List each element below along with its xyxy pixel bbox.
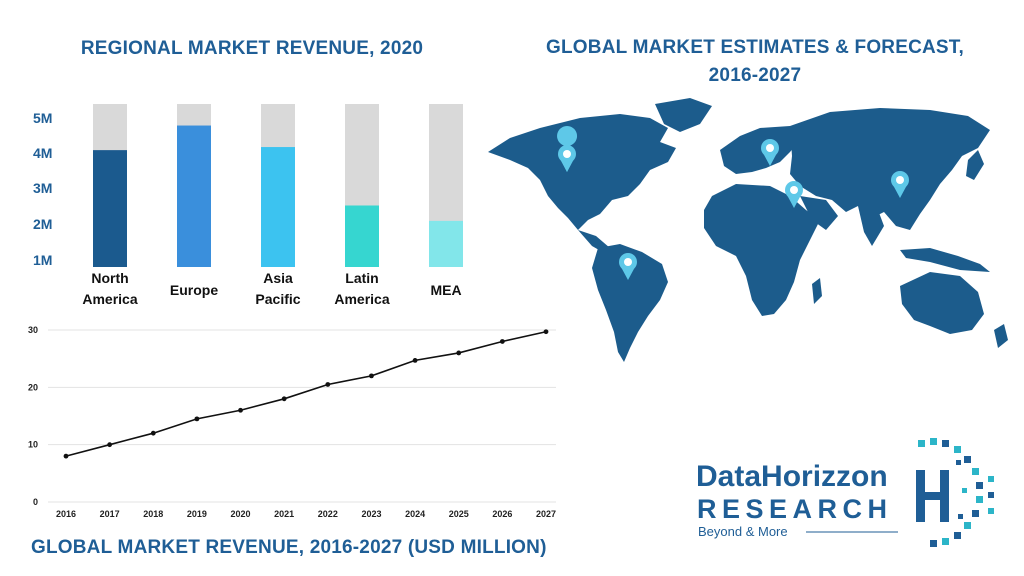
x-tick-label: 2026	[492, 509, 512, 519]
data-point	[369, 373, 374, 379]
location-pin-icon	[785, 181, 803, 208]
arabia-shape	[800, 196, 838, 230]
global-revenue-line-chart: 0 10 20 30 2016 2017 2018 2019 2020 2021 2022 2023 2…	[28, 325, 556, 519]
japan-shape	[966, 150, 984, 180]
global-estimates-title-line1: GLOBAL MARKET ESTIMATES & FORECAST,	[546, 37, 964, 58]
europe-shape	[720, 126, 800, 174]
category-label: Asia	[263, 270, 293, 286]
data-point	[107, 442, 113, 448]
x-tick-label: 2024	[405, 509, 425, 519]
africa-shape	[704, 184, 820, 316]
y-tick-label: 20	[28, 382, 38, 392]
north-america-shape	[488, 114, 676, 230]
regional-bar-chart: 5M 4M 3M 2M 1M North America Europe Asia Pacific L…	[33, 104, 463, 307]
data-point	[412, 357, 418, 363]
data-point	[499, 339, 505, 344]
location-pin-icon	[557, 126, 578, 172]
y-tick-label: 10	[28, 440, 38, 450]
greenland-shape	[655, 98, 712, 132]
data-point	[63, 453, 69, 459]
x-tick-label: 2018	[143, 509, 163, 519]
y-tick-label: 1M	[33, 252, 52, 268]
data-point	[194, 416, 200, 422]
data-point	[238, 407, 243, 413]
data-point	[456, 350, 462, 356]
india-shape	[858, 206, 884, 246]
bar	[429, 220, 463, 267]
location-pin-icon	[619, 253, 637, 280]
logo-tagline: Beyond & More	[698, 524, 788, 539]
category-label: North	[91, 270, 128, 286]
australia-shape	[900, 272, 984, 334]
asia-shape	[790, 108, 990, 230]
location-pin-icon	[761, 139, 779, 166]
x-tick-label: 2023	[361, 509, 381, 519]
regional-revenue-title: REGIONAL MARKET REVENUE, 2020	[80, 38, 424, 59]
global-estimates-title: GLOBAL MARKET ESTIMATES & FORECAST, 2016…	[505, 34, 1005, 90]
category-label: America	[334, 291, 389, 307]
bar	[93, 150, 127, 267]
y-tick-label: 3M	[33, 180, 52, 196]
x-tick-label: 2025	[449, 509, 469, 519]
data-point	[325, 382, 331, 387]
map-pins	[557, 126, 909, 280]
indonesia-shape	[900, 248, 990, 272]
new-zealand-shape	[994, 324, 1008, 348]
bar	[261, 147, 295, 267]
logo-dot-ring-icon	[918, 438, 994, 547]
south-america-shape	[592, 244, 668, 362]
y-tick-label: 2M	[33, 216, 52, 232]
global-estimates-title-line2: 2016-2027	[708, 65, 802, 86]
x-tick-label: 2017	[100, 509, 120, 519]
y-tick-label: 0	[33, 497, 38, 507]
bar	[345, 205, 379, 267]
data-point	[543, 329, 549, 335]
series-line	[65, 330, 547, 457]
category-label: America	[82, 291, 137, 307]
bar	[177, 125, 211, 267]
global-revenue-title: GLOBAL MARKET REVENUE, 2016-2027 (USD MI…	[31, 537, 547, 558]
x-tick-label: 2027	[536, 509, 556, 519]
logo-name: DataHorizzon	[696, 460, 888, 493]
y-tick-label: 5M	[33, 110, 52, 126]
category-label: Latin	[345, 270, 378, 286]
x-tick-label: 2021	[274, 509, 294, 519]
category-label: Pacific	[255, 291, 300, 307]
logo-sub: RESEARCH	[697, 494, 893, 524]
madagascar-shape	[812, 278, 822, 304]
category-label: Europe	[170, 282, 218, 298]
data-point	[150, 430, 156, 436]
logo-h-mark-icon	[916, 470, 949, 522]
data-point	[281, 396, 287, 402]
y-tick-label: 30	[28, 325, 38, 335]
x-tick-label: 2019	[187, 509, 207, 519]
x-tick-label: 2020	[231, 509, 251, 519]
location-pin-icon	[891, 171, 909, 198]
category-label: MEA	[430, 282, 461, 298]
y-tick-label: 4M	[33, 145, 52, 161]
x-tick-label: 2016	[56, 509, 76, 519]
x-tick-label: 2022	[318, 509, 338, 519]
